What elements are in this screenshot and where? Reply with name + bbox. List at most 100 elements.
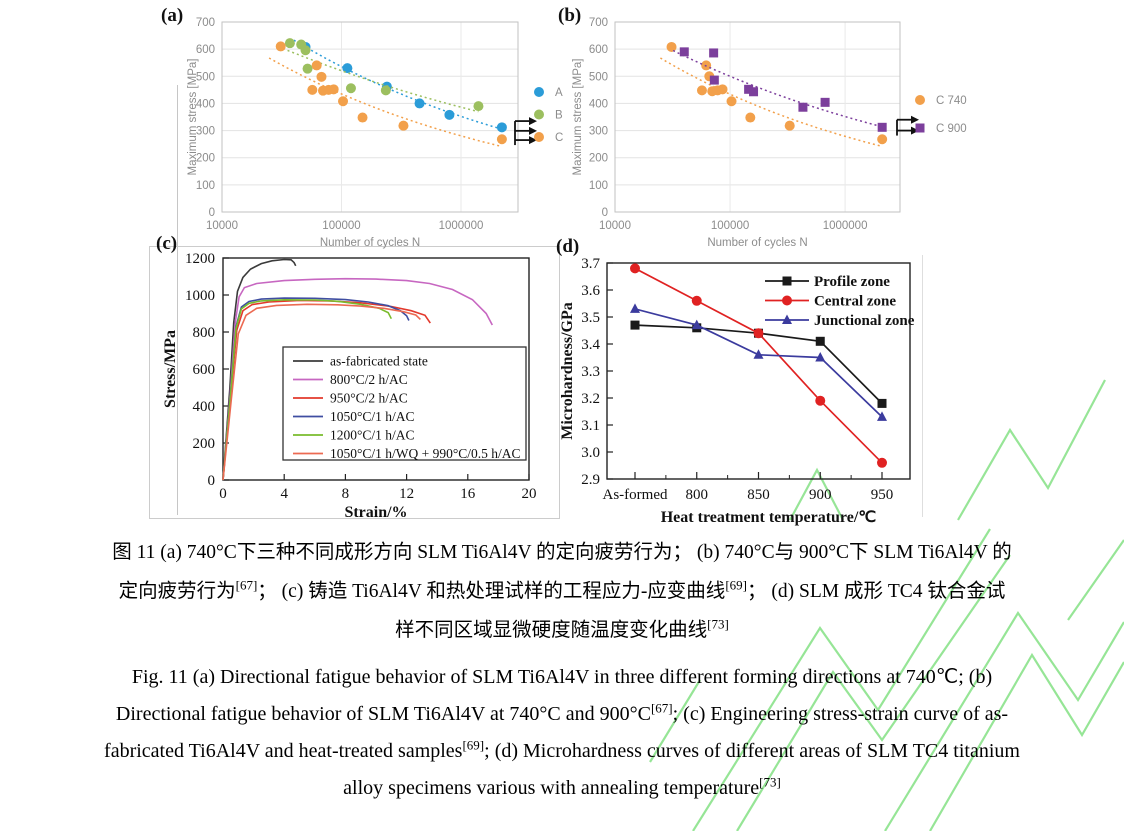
svg-text:1050°C/1 h/WQ + 990°C/0.5 h/AC: 1050°C/1 h/WQ + 990°C/0.5 h/AC [330,446,521,461]
series-C-900 [672,47,887,132]
caption-english: Fig. 11 (a) Directional fatigue behavior… [0,659,1124,807]
svg-text:Maximum stress [MPa]: Maximum stress [MPa] [187,59,199,176]
svg-text:500: 500 [196,71,215,83]
caption-text: fabricated Ti6Al4V and heat-treated samp… [104,740,463,762]
caption-en-line-1: Fig. 11 (a) Directional fatigue behavior… [0,659,1124,696]
chart-fatigue-temperatures: 0 100 200 300 400 500 600 700 10000 100000 1000000… [572,17,967,249]
svg-text:200: 200 [589,153,608,165]
svg-text:10000: 10000 [206,220,238,232]
svg-text:700: 700 [196,17,215,29]
svg-text:as-fabricated state: as-fabricated state [330,354,428,369]
svg-text:0: 0 [209,207,215,219]
svg-text:Stress/MPa: Stress/MPa [162,330,179,408]
citation-ref: [73] [759,774,781,790]
svg-text:1000000: 1000000 [439,220,484,232]
caption-text: ； (d) SLM 成形 TC4 钛合金试 [746,581,1006,602]
svg-text:B: B [555,110,563,122]
panel-d-label: (d) [556,236,580,257]
caption-zh-line-2: 定向疲劳行为[67]； (c) 铸造 Ti6Al4V 和热处理试样的工程应力-应… [0,572,1124,611]
svg-text:950: 950 [871,487,894,503]
svg-text:C 900: C 900 [936,123,967,135]
panel-a-label: (a) [161,5,184,26]
svg-text:500: 500 [589,71,608,83]
series-Junctional-zone [630,303,887,421]
caption-zh-line-1: 图 11 (a) 740°C下三种不同成形方向 SLM Ti6Al4V 的定向疲… [0,533,1124,572]
panel-border-line [177,85,178,515]
series-B [278,38,484,113]
curve-as-fabricated-state [222,258,297,481]
svg-text:3.4: 3.4 [581,337,600,353]
panel-d-border-line [922,255,923,517]
svg-text:Profile zone: Profile zone [814,274,890,290]
caption-text: 定向疲劳行为 [118,581,236,602]
svg-text:8: 8 [342,486,350,502]
figure-caption: 图 11 (a) 740°C下三种不同成形方向 SLM Ti6Al4V 的定向疲… [0,533,1124,807]
svg-text:0: 0 [208,473,216,489]
citation-ref: [67] [650,700,673,716]
svg-text:As-formed: As-formed [603,487,668,503]
svg-text:Central zone: Central zone [814,294,896,310]
svg-text:1200: 1200 [185,251,215,267]
caption-en-line-3: fabricated Ti6Al4V and heat-treated samp… [0,733,1124,770]
svg-text:4: 4 [280,486,288,502]
svg-text:C 740: C 740 [936,95,967,107]
svg-text:600: 600 [193,362,216,378]
svg-text:Number of cycles N: Number of cycles N [707,237,807,249]
svg-text:Strain/%: Strain/% [344,504,407,521]
svg-text:0: 0 [219,486,227,502]
series-C [268,41,507,148]
svg-text:12: 12 [399,486,414,502]
series-C-740 [660,41,888,148]
svg-text:400: 400 [196,98,215,110]
svg-text:850: 850 [747,487,770,503]
caption-text: ; (d) Microhardness curves of different … [484,740,1020,762]
curve-800-C-2-h-AC [222,277,494,481]
svg-text:3.1: 3.1 [581,418,600,434]
svg-text:600: 600 [196,44,215,56]
series-Central-zone [630,263,887,468]
citation-ref: [67] [235,577,258,593]
svg-text:200: 200 [196,153,215,165]
svg-text:1000000: 1000000 [823,220,868,232]
caption-en-line-4: alloy specimens various with annealing t… [0,770,1124,807]
svg-text:1000: 1000 [185,288,215,304]
svg-text:0: 0 [602,207,608,219]
caption-zh-line-3: 样不同区域显微硬度随温度变化曲线[73] [0,611,1124,650]
caption-en-line-2: Directional fatigue behavior of SLM Ti6A… [0,696,1124,733]
citation-ref: [73] [707,616,729,632]
caption-text: alloy specimens various with annealing t… [343,777,760,799]
svg-text:20: 20 [522,486,537,502]
curve-1050-C-1-h-WQ-990-C-0-5-h-AC [222,303,421,481]
svg-text:Number of cycles N: Number of cycles N [320,237,420,249]
svg-text:3.5: 3.5 [581,310,600,326]
svg-text:950°C/2 h/AC: 950°C/2 h/AC [330,391,408,406]
panel-b-label: (b) [558,5,582,26]
svg-text:800: 800 [686,487,709,503]
caption-text: ; (c) Engineering stress-strain curve of… [672,703,1009,725]
svg-text:700: 700 [589,17,608,29]
chart-fatigue-directions: 0 100 200 300 400 500 600 700 10000 100000 1000000… [187,17,563,249]
svg-text:3.2: 3.2 [581,391,600,407]
panel-c-frame [149,246,560,519]
caption-text: ； (c) 铸造 Ti6Al4V 和热处理试样的工程应力-应变曲线 [257,581,726,602]
svg-text:16: 16 [460,486,476,502]
svg-text:Heat treatment temperature/℃: Heat treatment temperature/℃ [661,509,877,526]
chart-stress-strain: 0 4 8 12 16 20020040060080010001200Strain/%St… [162,251,537,521]
svg-text:Junctional zone: Junctional zone [814,313,915,329]
panel-c-label: (c) [156,233,178,254]
svg-text:2.9: 2.9 [581,472,600,488]
svg-text:A: A [555,87,563,99]
svg-text:100000: 100000 [322,220,360,232]
svg-text:100000: 100000 [711,220,749,232]
svg-text:200: 200 [193,436,216,452]
svg-text:400: 400 [193,399,216,415]
svg-text:300: 300 [589,126,608,138]
svg-text:100: 100 [196,180,215,192]
svg-text:1200°C/1 h/AC: 1200°C/1 h/AC [330,428,415,443]
chart-microhardness: As-formed 800 850 900 950 2.9 3.0 3.1 3.2 3.3 3.4 3… [559,256,915,526]
svg-text:Microhardness/GPa: Microhardness/GPa [559,302,576,439]
svg-text:C: C [555,132,563,144]
svg-text:3.6: 3.6 [581,283,600,299]
